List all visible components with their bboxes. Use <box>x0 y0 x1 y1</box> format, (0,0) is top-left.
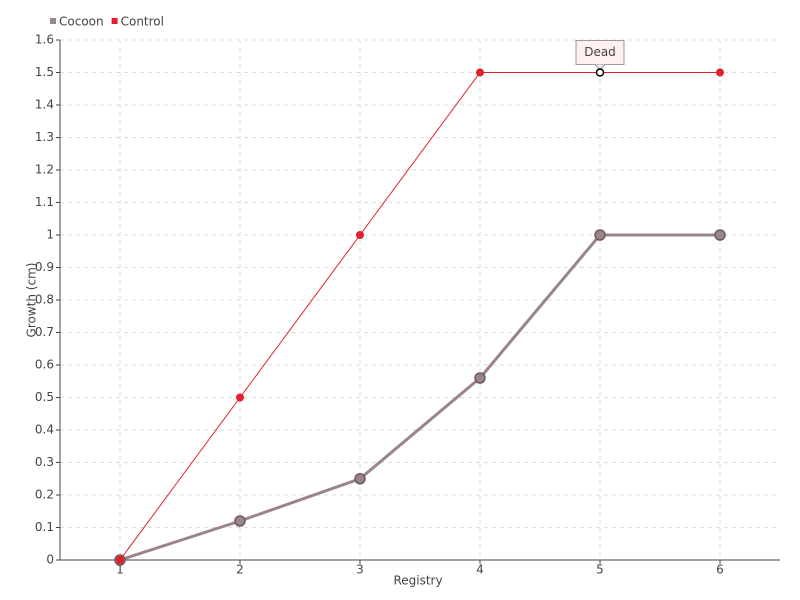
y-tick-label: 0.7 <box>35 325 54 339</box>
legend-label: Control <box>121 15 164 29</box>
y-tick-label: 0 <box>46 553 54 567</box>
x-tick-label: 5 <box>596 563 604 577</box>
data-point <box>716 68 724 77</box>
x-tick-label: 2 <box>236 563 244 577</box>
x-tick-label: 6 <box>716 563 724 577</box>
data-point <box>236 393 244 402</box>
annotation-marker <box>595 68 605 77</box>
y-tick-label: 0.6 <box>35 358 54 372</box>
y-tick-label: 0.4 <box>35 423 54 437</box>
data-point <box>714 229 726 241</box>
y-tick-label: 0.1 <box>35 520 54 534</box>
y-tick-label: 1 <box>46 228 54 242</box>
data-point <box>474 372 486 384</box>
y-tick-label: 1.1 <box>35 195 54 209</box>
data-point <box>476 68 484 77</box>
x-tick-label: 1 <box>116 563 124 577</box>
y-tick-label: 0.9 <box>35 260 54 274</box>
y-tick-label: 1.4 <box>35 98 54 112</box>
y-tick-label: 0.3 <box>35 455 54 469</box>
annotation-box <box>575 40 625 65</box>
data-point <box>356 231 364 239</box>
y-tick-label: 0.2 <box>35 488 54 502</box>
y-tick-label: 1.6 <box>35 33 54 47</box>
legend-label: Cocoon <box>59 15 104 29</box>
y-tick-label: 1.3 <box>35 130 54 144</box>
y-axis-label: Growth (cm) <box>25 263 39 338</box>
y-tick-label: 0.5 <box>35 390 54 404</box>
annotation-text: Dead <box>584 45 616 59</box>
data-point <box>234 515 246 527</box>
x-axis-label: Registry <box>393 574 442 588</box>
y-tick-label: 1.5 <box>35 65 54 79</box>
legend-swatch <box>111 18 118 24</box>
annotation: Dead <box>575 40 625 77</box>
x-tick-label: 4 <box>476 563 484 577</box>
series-line <box>119 72 720 561</box>
y-tick-label: 0.8 <box>35 293 54 307</box>
legend-swatch <box>50 18 56 24</box>
series-line <box>119 233 720 562</box>
y-tick-label: 1.2 <box>35 163 54 177</box>
data-point <box>354 473 366 485</box>
data-point <box>594 229 606 241</box>
x-tick-label: 3 <box>356 563 364 577</box>
data-point <box>116 556 124 564</box>
